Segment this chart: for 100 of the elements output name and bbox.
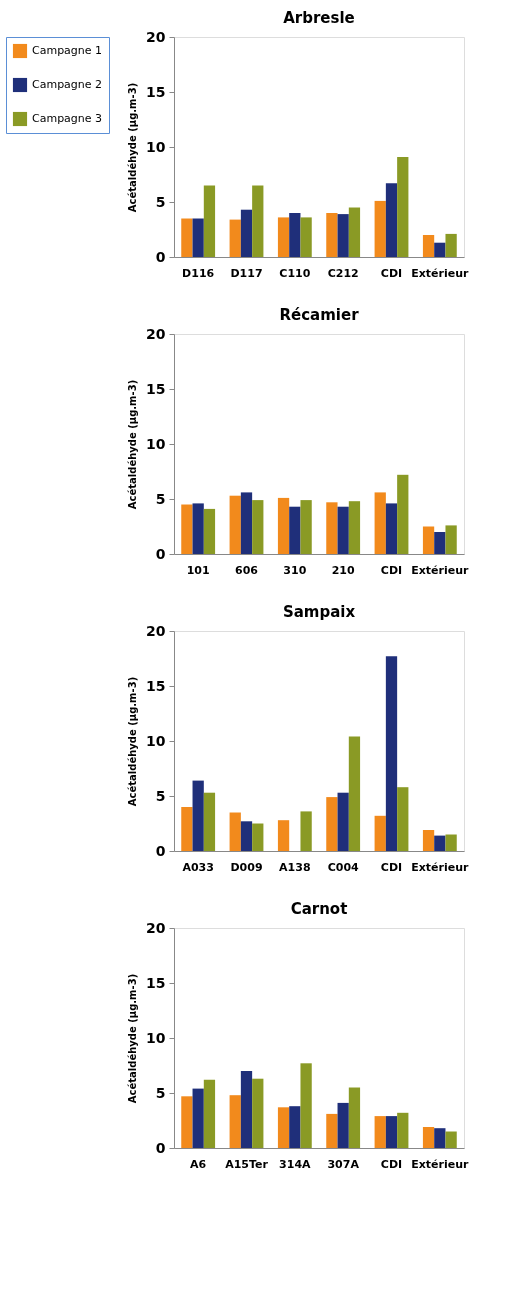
x-tick-label: 210 [331,563,355,577]
x-tick-label: Extérieur [411,563,470,577]
y-axis-title: Acétaldéhyde (µg.m-3) [127,676,139,807]
y-tick-label: 15 [146,380,166,397]
bar [300,217,312,257]
bar [326,1113,338,1148]
y-axis-title: Acétaldéhyde (µg.m-3) [127,82,139,213]
x-tick-label: CDI [380,1157,403,1171]
y-tick-label: 15 [146,83,166,100]
bar [289,1106,301,1148]
bar [434,532,446,554]
bar [181,504,193,554]
y-tick-label: 0 [155,545,166,562]
bar [434,835,446,851]
bar [181,1096,193,1148]
x-tick-label: C212 [327,266,359,280]
x-tick-label: CDI [380,266,403,280]
y-tick-label: 10 [146,435,166,452]
y-tick-label: 10 [146,732,166,749]
bar [348,1087,361,1148]
bar [374,815,386,851]
bar [240,821,253,851]
bar [374,1116,386,1148]
x-tick-label: C110 [279,266,311,280]
y-axis-title: Acétaldéhyde (µg.m-3) [127,973,139,1104]
bar [385,656,398,851]
bar [300,500,312,554]
y-tick-label: 20 [146,325,166,342]
bar [337,214,349,257]
bar [326,213,338,257]
bar [422,830,435,851]
bar [434,1128,446,1148]
bar [348,207,361,257]
bar [445,1131,457,1148]
x-tick-label: A6 [190,1157,207,1171]
bar [397,1112,409,1148]
bar [385,503,398,554]
x-tick-label: 606 [235,563,259,577]
chart-title: Arbresle [283,9,355,27]
y-tick-label: 0 [155,248,166,265]
bar [397,156,409,257]
bar [337,1102,349,1148]
bar [374,492,386,554]
y-tick-label: 10 [146,1029,166,1046]
bar [422,526,435,554]
bar [252,185,264,257]
y-tick-label: 0 [155,1139,166,1156]
bar [326,502,338,554]
y-tick-label: 5 [155,787,166,804]
y-tick-label: 0 [155,842,166,859]
chart-title: Sampaix [282,603,356,621]
x-tick-label: Extérieur [411,1157,470,1171]
x-tick-label: 307A [327,1157,360,1171]
bar [422,235,435,257]
y-tick-label: 15 [146,677,166,694]
bar [374,200,386,257]
chart-title: Récamier [279,306,360,324]
bar [203,1079,216,1148]
chart-title: Carnot [290,900,348,918]
bar [445,525,457,554]
x-tick-label: 101 [186,563,210,577]
bar [203,508,216,554]
y-tick-label: 5 [155,1084,166,1101]
bar [192,218,204,257]
bar [385,183,398,257]
bar [300,1063,312,1148]
bar [326,797,338,851]
bar [289,213,301,257]
bar [277,820,290,851]
legend-label: Campagne 1 [32,44,103,57]
bar [229,219,241,257]
x-tick-label: D009 [230,860,263,874]
bar [181,807,193,851]
bar [300,811,312,851]
y-tick-label: 20 [146,28,166,45]
bar [252,823,264,851]
bar [337,792,349,851]
bar [277,497,290,554]
x-tick-label: CDI [380,563,403,577]
x-tick-label: A15Ter [225,1157,269,1171]
bar [181,218,193,257]
bar [192,1088,204,1148]
y-tick-label: 5 [155,193,166,210]
x-tick-label: Extérieur [411,860,470,874]
bar [240,492,253,554]
y-tick-label: 5 [155,490,166,507]
legend-label: Campagne 3 [32,112,103,125]
bar [397,787,409,851]
bar [229,495,241,554]
bar [203,185,216,257]
bar [289,506,301,554]
y-tick-label: 20 [146,622,166,639]
bar [203,792,216,851]
bar [397,474,409,554]
x-tick-label: A138 [279,860,311,874]
bar [348,736,361,851]
bar [348,501,361,554]
bar [252,500,264,554]
bar [277,1107,290,1148]
bar [434,242,446,257]
